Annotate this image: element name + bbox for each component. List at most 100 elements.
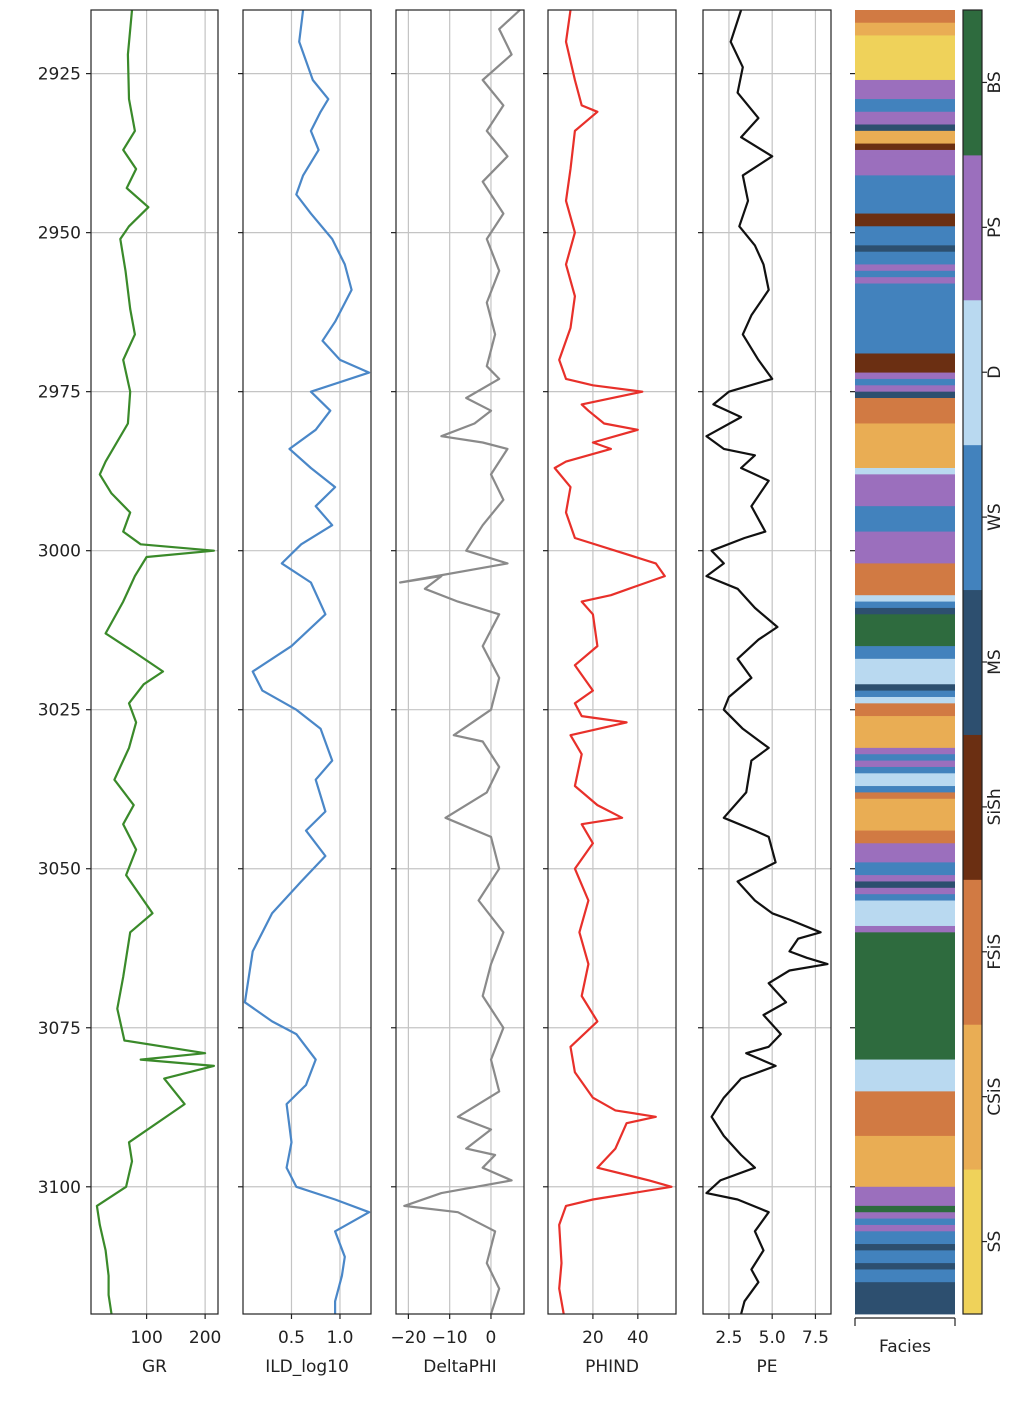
facies-band-fsis	[855, 563, 955, 596]
phind-curve	[553, 9, 673, 1315]
facies-band-ms	[855, 391, 955, 399]
colorbar-segment-ws	[963, 444, 982, 591]
y-tick-label: 2975	[38, 383, 81, 403]
facies-band-csis	[855, 22, 955, 36]
panel-frame	[242, 9, 372, 1315]
facies-band-ws	[855, 601, 955, 609]
facies-band-ws	[855, 754, 955, 761]
facies-band-bs	[855, 932, 955, 1060]
panel-frame	[547, 9, 677, 1315]
colorbar-segment-fsis	[963, 879, 982, 1025]
facies-band-ps	[855, 264, 955, 272]
facies-band-csis	[855, 1135, 955, 1188]
facies-band-ps	[855, 1212, 955, 1219]
colorbar-segment-ps	[963, 154, 982, 301]
colorbar-label-fsis: FSiS	[985, 934, 1005, 970]
facies-band-ss	[855, 35, 955, 62]
facies-band-ws	[855, 506, 955, 532]
facies-band-ps	[855, 277, 955, 284]
x-tick-label: −10	[432, 1328, 468, 1348]
facies-band-d	[855, 696, 955, 704]
facies-band-ws	[855, 646, 955, 660]
x-tick-label: 2.5	[715, 1328, 742, 1348]
x-axis-label: DeltaPHI	[423, 1357, 496, 1377]
y-tick-label: 3050	[38, 860, 81, 880]
facies-band-csis	[855, 798, 955, 831]
colorbar-segment-csis	[963, 1024, 982, 1170]
facies-band-ws	[855, 1250, 955, 1264]
track-deltaphi	[391, 9, 525, 1319]
colorbar-label-d: D	[985, 366, 1005, 379]
facies-band-fsis	[855, 10, 955, 24]
x-tick-label: 0	[486, 1328, 497, 1348]
facies-band-ws	[855, 894, 955, 901]
facies-band-fsis	[855, 398, 955, 424]
facies-band-bs	[855, 614, 955, 647]
y-tick-label: 3100	[38, 1178, 81, 1198]
track-pe	[698, 9, 832, 1319]
y-tick-label: 2950	[38, 224, 81, 244]
facies-band-ws	[855, 226, 955, 246]
facies-colorbar	[962, 9, 987, 1315]
panel-frame	[90, 9, 219, 1315]
facies-axis-label: Facies	[879, 1337, 931, 1357]
facies-band-ws	[855, 99, 955, 113]
colorbar-segment-d	[963, 299, 982, 446]
facies-band-ps	[855, 925, 955, 933]
y-tick-label: 3000	[38, 542, 81, 562]
y-tick-label: 3025	[38, 701, 81, 721]
colorbar-label-bs: BS	[985, 71, 1005, 93]
colorbar-segment-bs	[963, 10, 982, 156]
facies-band-ws	[855, 270, 955, 278]
x-tick-label: 7.5	[802, 1328, 829, 1348]
x-tick-label: 20	[582, 1328, 604, 1348]
facies-band-fsis	[855, 1091, 955, 1137]
facies-band-ps	[855, 760, 955, 768]
facies-band-sish	[855, 143, 955, 151]
facies-band-d	[855, 773, 955, 787]
facies-band-ps	[855, 149, 955, 157]
colorbar-label-ss: SS	[985, 1231, 1005, 1253]
facies-band-fsis	[855, 703, 955, 717]
facies-band-ws	[855, 1231, 955, 1245]
colorbar-segment-ms	[963, 589, 982, 735]
facies-band-ws	[855, 1269, 955, 1283]
facies-band-ms	[855, 1282, 955, 1315]
facies-band-ms	[855, 1263, 955, 1270]
facies-band-ms	[855, 124, 955, 132]
facies-band-ws	[855, 194, 955, 214]
panel-frame	[395, 9, 525, 1315]
facies-band-ps	[855, 385, 955, 393]
facies-band-bs	[855, 1205, 955, 1213]
colorbar-label-ps: PS	[985, 217, 1005, 238]
colorbar-label-sish: SiSh	[985, 788, 1005, 825]
x-tick-label: 200	[189, 1328, 221, 1348]
y-tick-label: 3075	[38, 1019, 81, 1039]
facies-band-ps	[855, 372, 955, 380]
colorbar-label-csis: CSiS	[985, 1078, 1005, 1116]
facies-band-ps	[855, 1186, 955, 1207]
facies-band-d	[855, 900, 955, 927]
x-axis-label: GR	[142, 1357, 167, 1377]
facies-band-ms	[855, 607, 955, 615]
x-axis-label: PHIND	[585, 1357, 639, 1377]
facies-band-ws	[855, 766, 955, 774]
colorbar-frame	[962, 9, 983, 1315]
ild_log10-curve	[243, 9, 371, 1314]
facies-band-ps	[855, 79, 955, 100]
colorbar-segment-sish	[963, 734, 982, 880]
facies-band-ms	[855, 1244, 955, 1251]
y-tick-label: 2925	[38, 65, 81, 85]
panel-frame	[702, 9, 832, 1315]
x-tick-label: −20	[390, 1328, 426, 1348]
facies-band-ps	[855, 474, 955, 507]
facies-band-ws	[855, 378, 955, 386]
deltaphi-curve	[399, 9, 521, 1315]
colorbar-segment-ss	[963, 1169, 982, 1315]
facies-band-ws	[855, 786, 955, 793]
x-axis-label: ILD_log10	[265, 1357, 349, 1377]
facies-band-d	[855, 595, 955, 602]
facies-band-fsis	[855, 830, 955, 844]
facies-band-ps	[855, 747, 955, 755]
